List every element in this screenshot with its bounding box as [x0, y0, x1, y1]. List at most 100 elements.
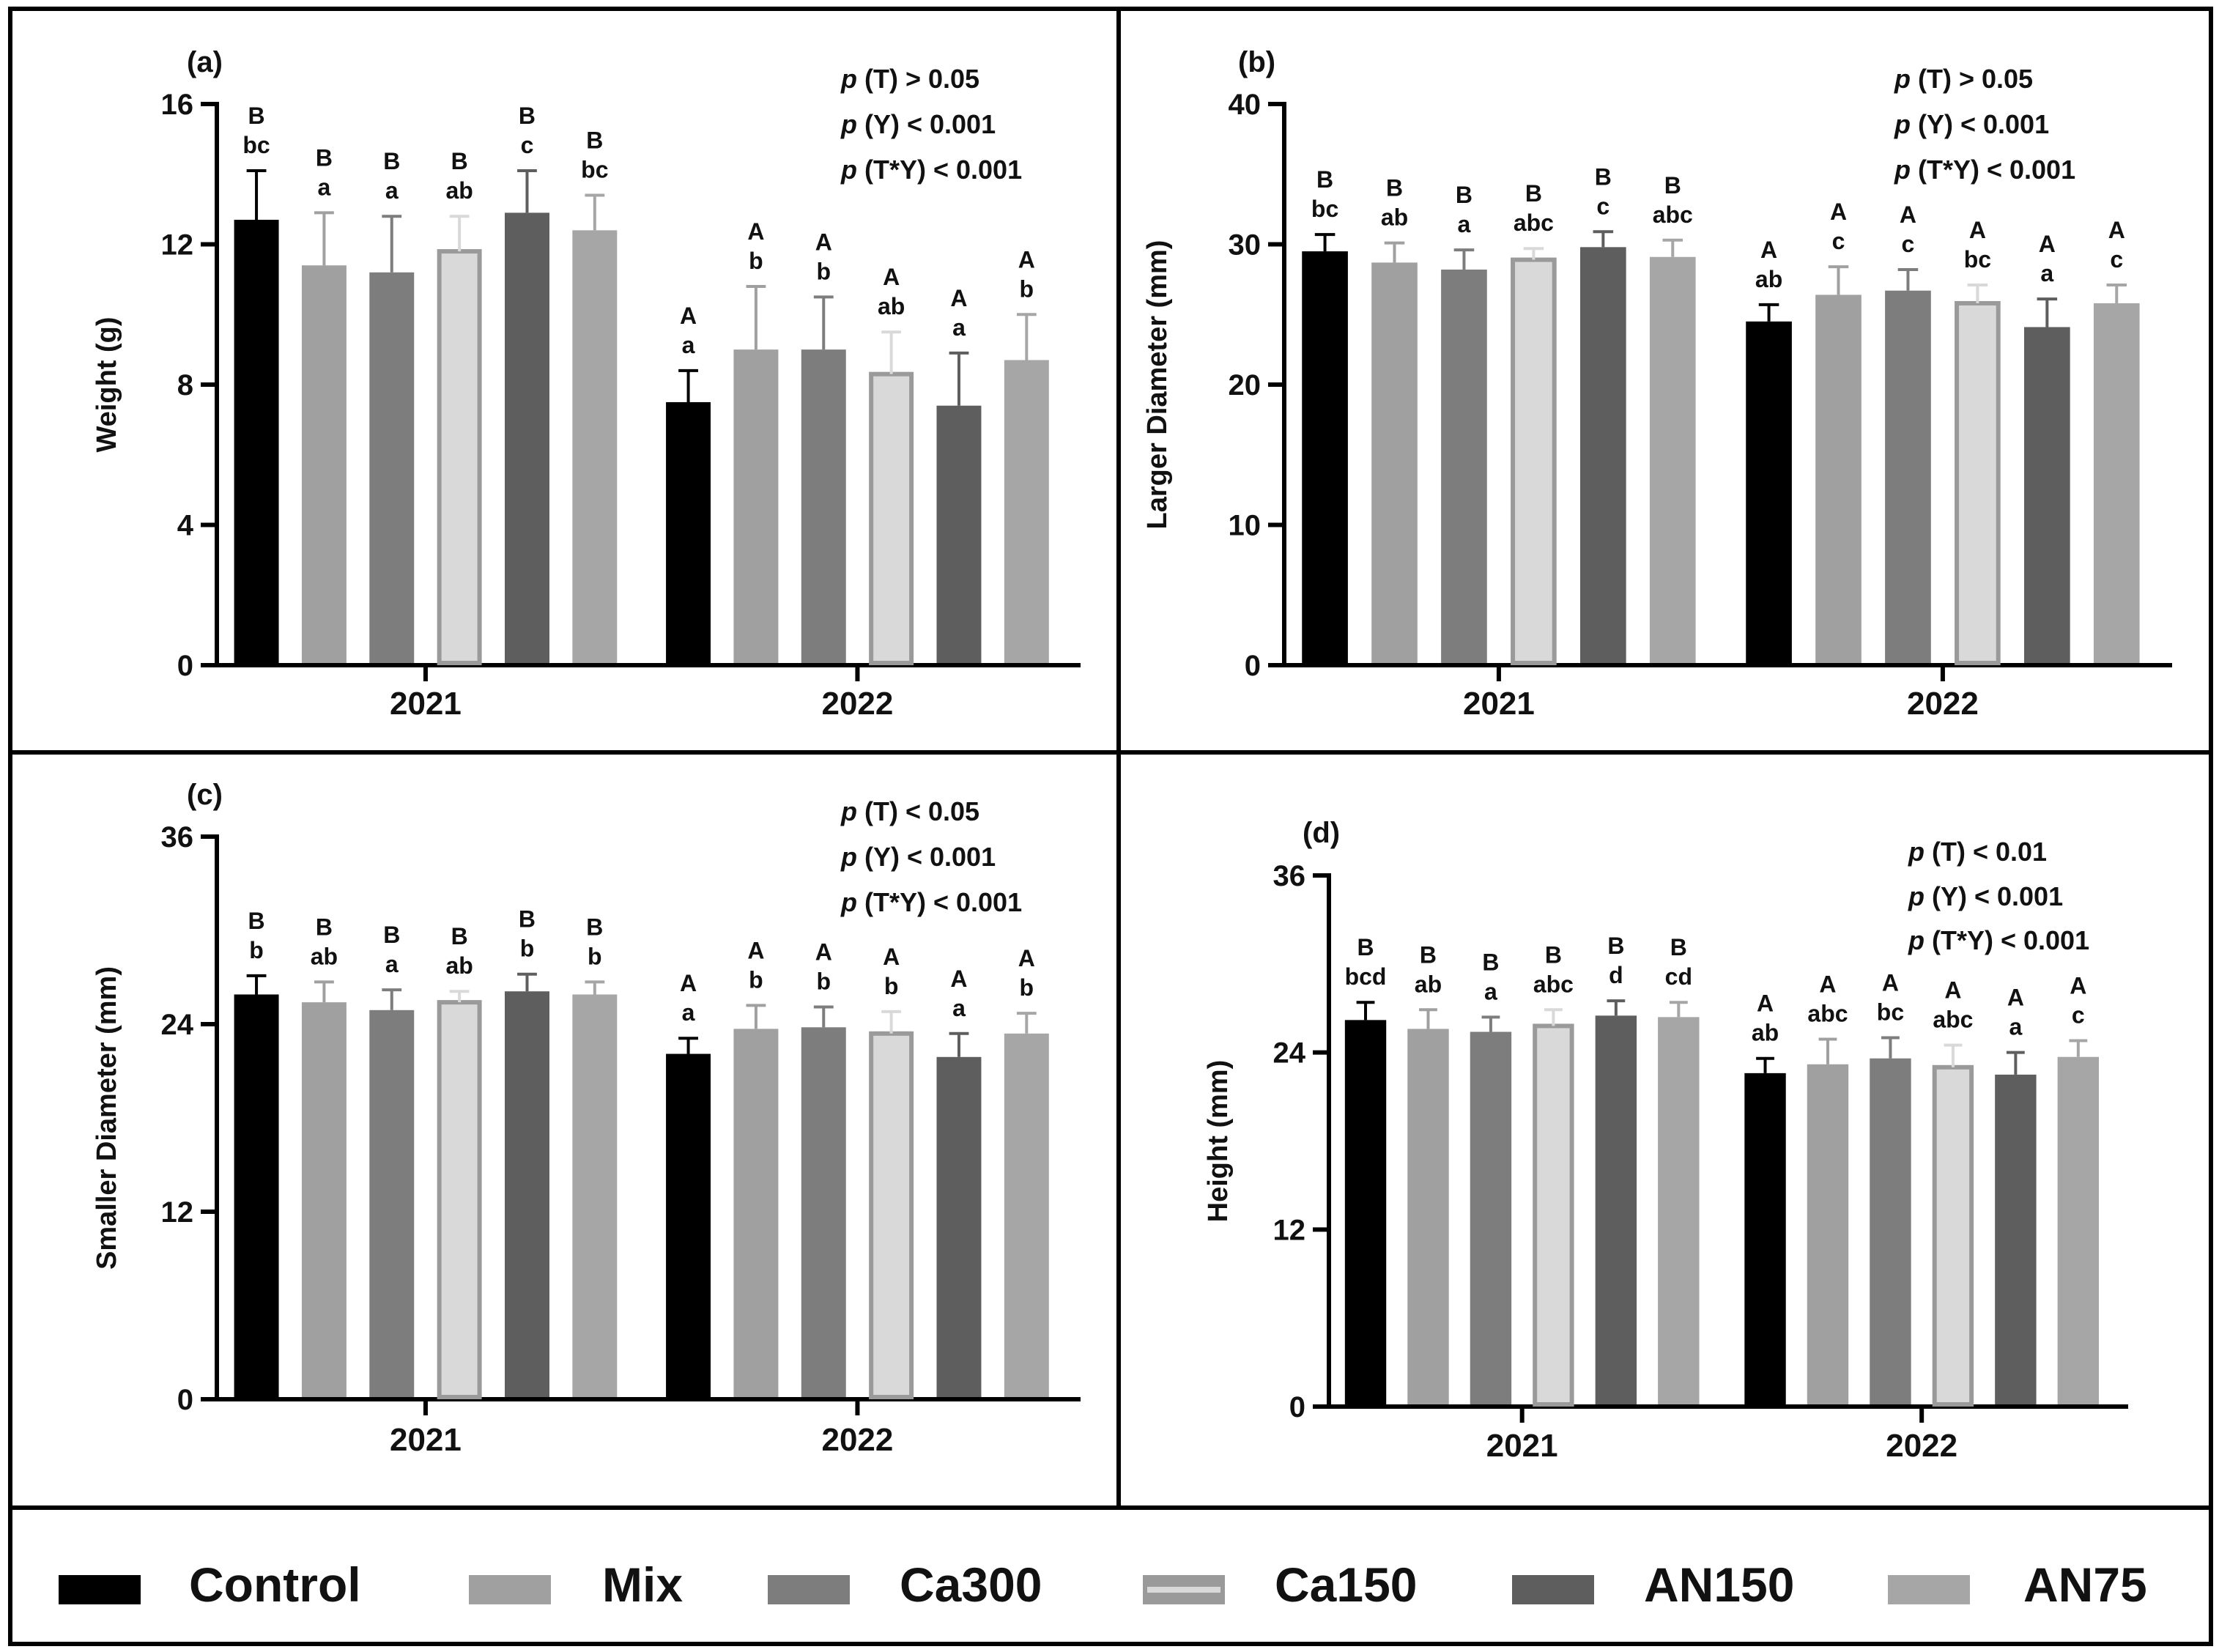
significance-lower: bc — [1964, 246, 1991, 273]
significance-upper: B — [383, 148, 400, 174]
significance-upper: A — [1018, 945, 1035, 971]
bar-control-2022 — [1746, 321, 1792, 663]
y-tick-label: 8 — [177, 369, 193, 401]
p-symbol: p — [1908, 837, 1932, 867]
p-value-stat: p (T*Y) < 0.001 — [840, 155, 1022, 185]
significance-upper: B — [1316, 166, 1333, 193]
y-tick-label: 30 — [1229, 229, 1262, 262]
significance-upper: A — [883, 944, 900, 970]
bar-control-2021 — [1302, 251, 1348, 663]
bar-ca300-2021 — [1470, 1031, 1512, 1404]
significance-lower: ab — [311, 943, 338, 969]
significance-lower: abc — [1653, 201, 1693, 228]
bar-an150-2021 — [505, 991, 549, 1397]
legend-swatch-ca300 — [768, 1575, 850, 1604]
p-value-stat: p (T) < 0.05 — [840, 796, 979, 826]
significance-upper: A — [1018, 246, 1035, 273]
legend-swatch-control — [59, 1575, 141, 1604]
x-tick-label: 2022 — [821, 686, 893, 722]
significance-lower: ab — [1752, 1020, 1779, 1046]
significance-lower: a — [952, 995, 966, 1021]
significance-lower: abc — [1933, 1007, 1973, 1033]
significance-lower: ab — [1381, 204, 1408, 231]
significance-upper: B — [519, 906, 536, 933]
p-value-stat: p (T) < 0.01 — [1908, 837, 2047, 867]
figure-frame — [8, 7, 2213, 1646]
p-value-text: (T*Y) < 0.001 — [1932, 925, 2089, 955]
y-axis-title: Larger Diameter (mm) — [1142, 240, 1173, 530]
y-tick-label: 20 — [1229, 369, 1262, 401]
x-tick-label: 2021 — [390, 1422, 462, 1458]
y-tick-label: 10 — [1229, 510, 1262, 542]
significance-upper: B — [316, 914, 333, 940]
bar-mix-2022 — [1807, 1064, 1849, 1404]
p-value-stat: p (T) > 0.05 — [1894, 64, 2033, 94]
p-symbol: p — [1894, 64, 1918, 94]
significance-upper: A — [1760, 237, 1777, 263]
significance-lower: b — [816, 968, 831, 995]
significance-lower: a — [385, 951, 399, 977]
significance-lower: a — [2009, 1014, 2022, 1040]
significance-lower: b — [588, 943, 602, 969]
y-tick-label: 4 — [177, 510, 194, 542]
panel-label: (b) — [1238, 46, 1275, 78]
bar-ca150-2021 — [1511, 257, 1557, 665]
bar-ca150-2022 — [869, 1031, 914, 1400]
bar-an75-2021 — [572, 230, 618, 664]
chart-panel-d: (d)Height (mm)01224362021BbcdBabBaBabcBd… — [1203, 817, 2128, 1464]
p-value-stat: p (T) > 0.05 — [840, 64, 979, 94]
significance-upper: B — [1607, 933, 1624, 959]
p-symbol: p — [1894, 155, 1918, 185]
p-symbol: p — [1908, 925, 1932, 955]
bar-control-2022 — [666, 401, 711, 663]
significance-upper: B — [1482, 949, 1499, 975]
significance-lower: bcd — [1345, 963, 1387, 990]
significance-lower: b — [884, 973, 899, 999]
bar-mix-2022 — [733, 1029, 779, 1397]
bar-mix-2021 — [1371, 262, 1418, 663]
significance-lower: c — [521, 132, 534, 158]
bar-ca150-2022 — [869, 371, 914, 665]
legend-swatch-an150 — [1512, 1575, 1594, 1604]
y-tick-label: 24 — [1273, 1037, 1306, 1070]
significance-lower: cd — [1665, 963, 1692, 990]
bar-mix-2021 — [301, 1002, 347, 1397]
significance-upper: A — [1944, 977, 1961, 1004]
p-value-text: (T*Y) < 0.001 — [864, 887, 1022, 917]
significance-lower: c — [1832, 228, 1845, 254]
panel-label: (c) — [187, 779, 223, 811]
significance-upper: B — [248, 103, 265, 129]
x-tick-label: 2022 — [1907, 686, 1979, 722]
bar-an75-2021 — [1649, 256, 1696, 663]
significance-lower: abc — [1533, 971, 1574, 997]
bar-control-2022 — [1744, 1073, 1786, 1404]
y-tick-label: 12 — [161, 229, 194, 262]
significance-lower: c — [2110, 246, 2123, 273]
chart-panel-b: (b) Larger Diameter (mm) 0 10 20 30 40 2021 Bbc B… — [1142, 46, 2172, 722]
p-value-stat: p (Y) < 0.001 — [1894, 109, 2049, 139]
significance-upper: B — [1357, 934, 1374, 960]
p-value-text: (Y) < 0.001 — [1918, 109, 2049, 139]
significance-upper: A — [1969, 217, 1986, 243]
significance-upper: A — [747, 937, 764, 963]
y-tick-label: 36 — [161, 821, 194, 853]
p-value-text: (T*Y) < 0.001 — [864, 155, 1022, 185]
significance-lower: a — [2040, 260, 2053, 286]
significance-lower: a — [952, 314, 966, 341]
bar-an75-2022 — [2093, 303, 2140, 663]
significance-upper: A — [815, 229, 832, 255]
p-value-text: (T) < 0.05 — [864, 796, 979, 826]
bar-ca300-2022 — [1870, 1058, 1911, 1404]
y-tick-label: 36 — [1273, 860, 1306, 892]
p-value-stat: p (Y) < 0.001 — [840, 842, 996, 872]
legend: Control Mix Ca300 Ca150 AN150 AN75 — [59, 1557, 2147, 1612]
y-tick-label: 16 — [161, 89, 194, 121]
p-symbol: p — [840, 64, 864, 94]
p-value-stat: p (T*Y) < 0.001 — [1908, 925, 2089, 955]
significance-upper: B — [383, 922, 400, 948]
p-symbol: p — [840, 842, 864, 872]
significance-upper: B — [1456, 182, 1472, 208]
significance-lower: a — [1484, 978, 1497, 1004]
